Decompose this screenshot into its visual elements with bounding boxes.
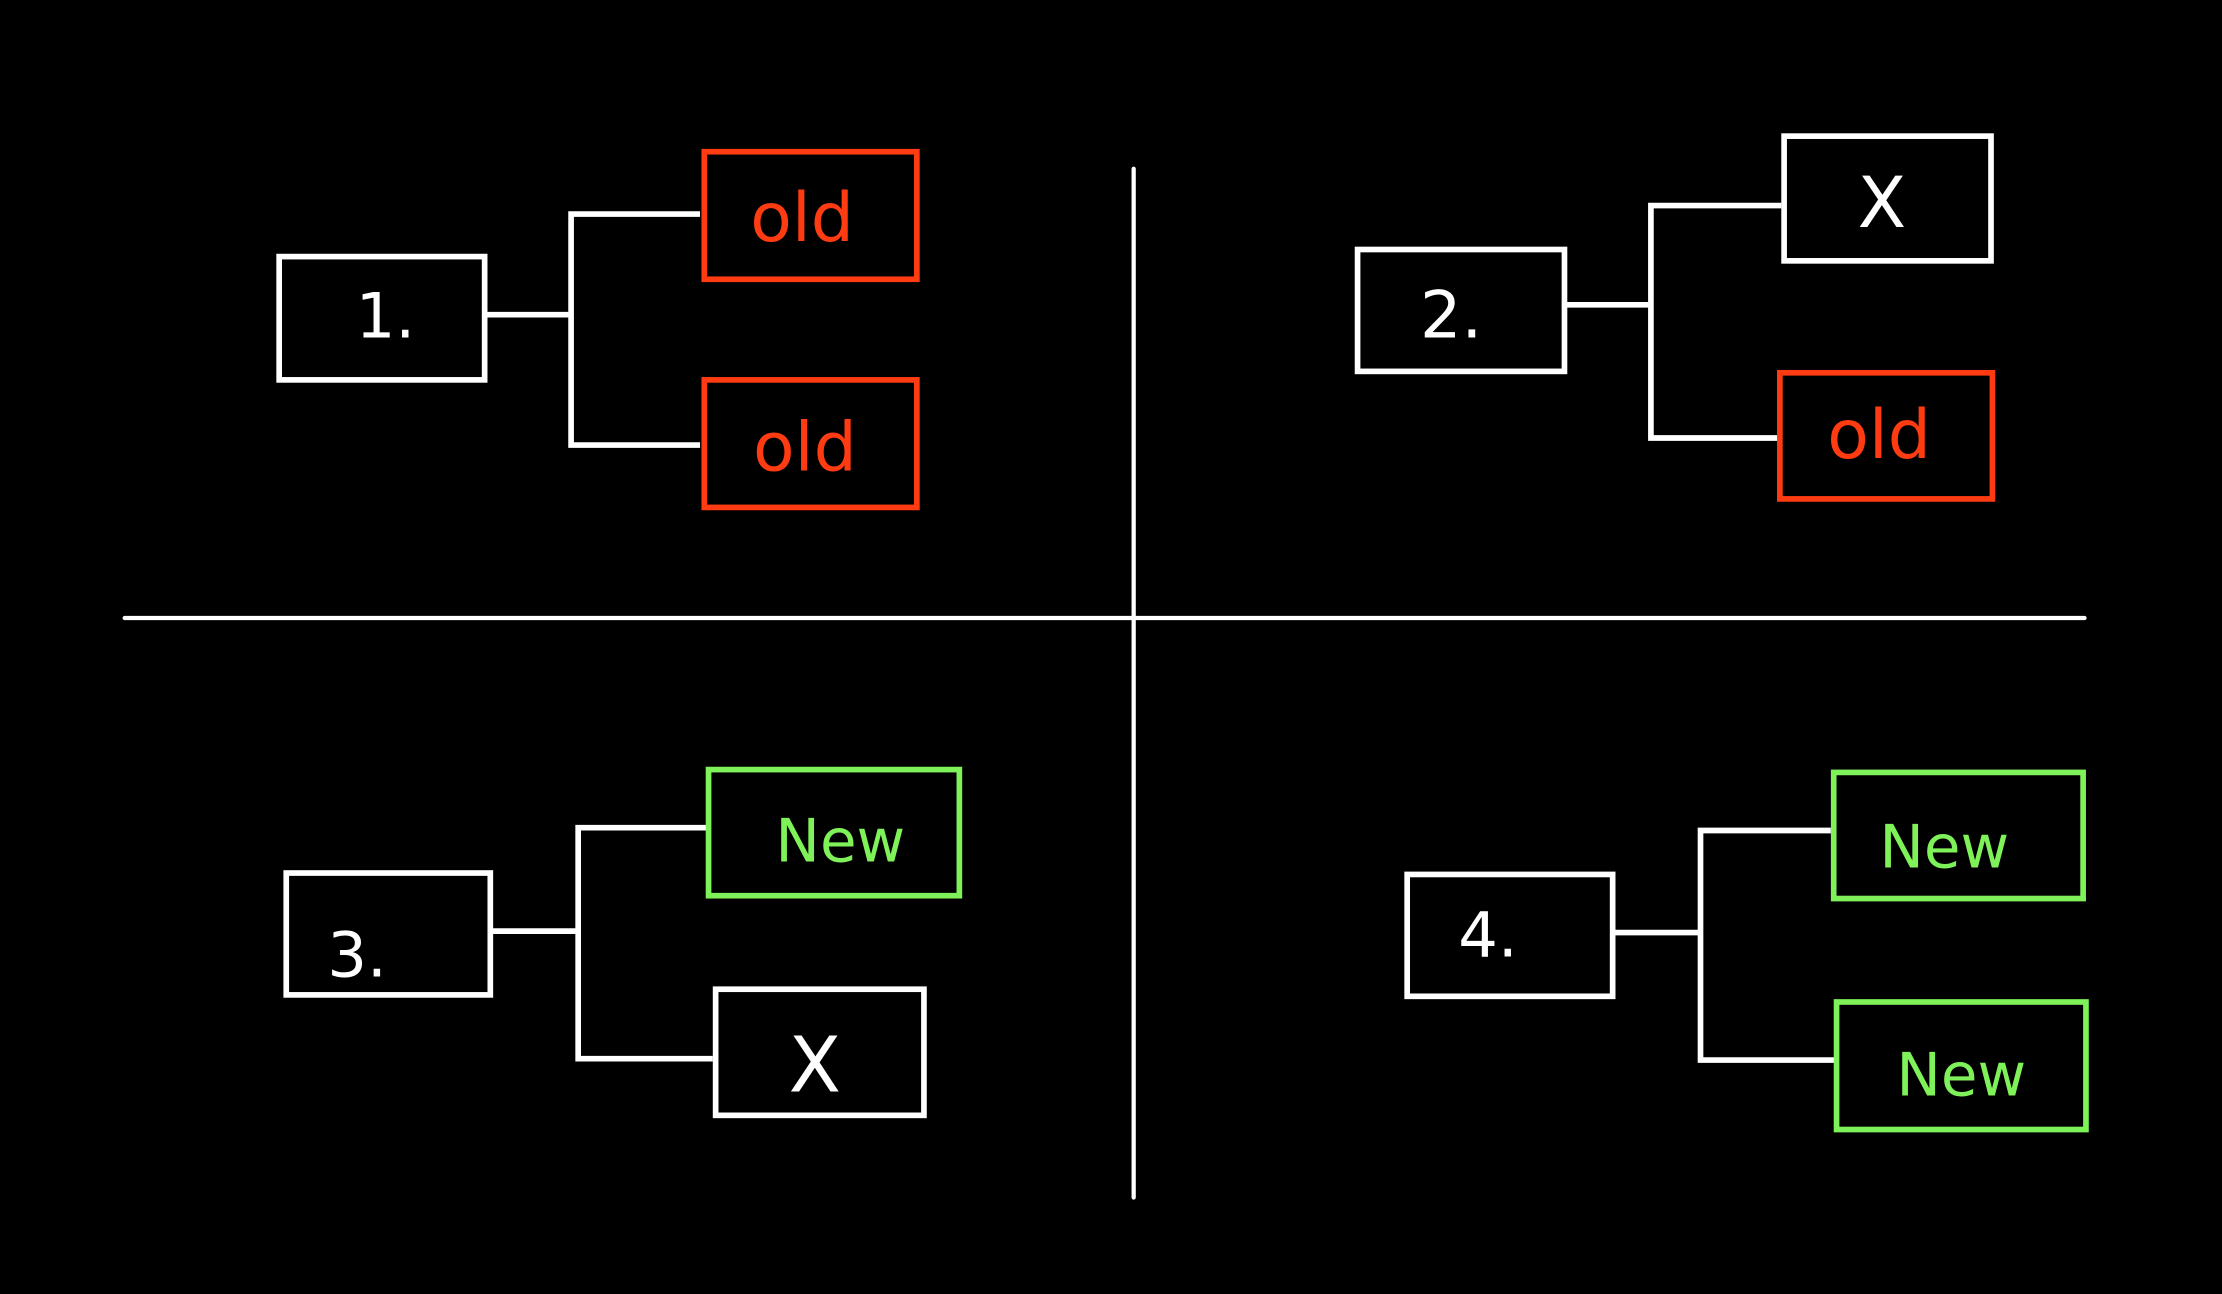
quadrant-1: 1. old old: [276, 148, 920, 511]
child-box-bottom: [1777, 369, 1996, 502]
child-label-top: New: [775, 808, 905, 877]
child-label-top: New: [1879, 813, 2009, 882]
root-label: 2.: [1420, 277, 1482, 353]
child-label-bottom: old: [1827, 396, 1931, 475]
quadrant-4: 4. New New: [1404, 769, 2089, 1133]
child-label-top: old: [750, 179, 854, 258]
root-label: 3.: [327, 918, 386, 991]
quadrant-2: 2. X old: [1354, 133, 1996, 502]
root-box: [1354, 246, 1568, 375]
child-label-top: X: [1858, 161, 1907, 244]
child-label-bottom: old: [753, 409, 857, 488]
bracket: [575, 824, 713, 1062]
child-box-bottom: [1833, 999, 2089, 1133]
child-box-top: [701, 148, 920, 283]
child-box-bottom: [712, 986, 927, 1119]
child-box-top: [705, 766, 963, 899]
root-box: [276, 253, 488, 383]
quadrant-3: 3. New X: [283, 766, 963, 1119]
bracket: [1697, 827, 1837, 1063]
child-label-bottom: New: [1896, 1042, 2026, 1111]
child-box-bottom: [701, 377, 920, 511]
bracket: [1648, 202, 1782, 441]
root-label: 4.: [1458, 899, 1517, 972]
bracket: [568, 211, 701, 448]
child-label-bottom: X: [789, 1021, 841, 1110]
child-box-top: [1781, 133, 1994, 264]
child-box-top: [1830, 769, 2086, 902]
root-label: 1.: [356, 279, 415, 352]
